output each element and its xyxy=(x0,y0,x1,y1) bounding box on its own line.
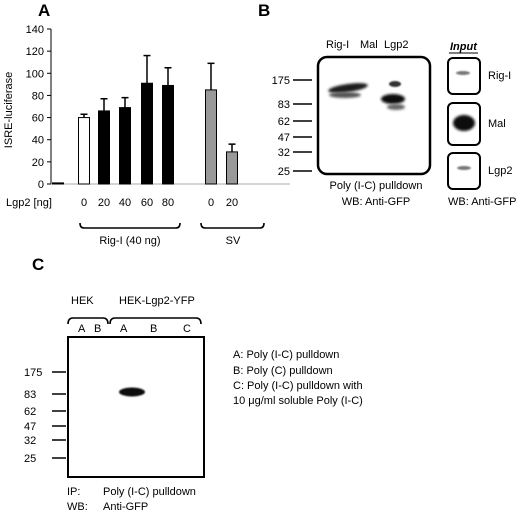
input-band-rig-i xyxy=(456,71,470,75)
legend-c-line-2: B: Poly (C) pulldown xyxy=(233,365,333,377)
marker-ladder-b: 175 83 62 47 32 25 xyxy=(272,75,312,178)
lane-label-rig-i: Rig-I xyxy=(326,39,349,51)
group-label-rig-i: Rig-I (40 ng) xyxy=(99,235,160,247)
lane-c-yfp-b: B xyxy=(150,323,157,335)
ip-label: IP: xyxy=(67,486,80,498)
legend-c-line-1: A: Poly (I-C) pulldown xyxy=(233,349,339,361)
bracket-c-hek xyxy=(67,317,109,325)
group-bracket-sv xyxy=(200,222,265,229)
x-tick-label: 40 xyxy=(119,197,131,209)
band-c-yfp-a xyxy=(119,387,145,397)
marker-b-47: 47 xyxy=(278,132,290,144)
blot-b-bands xyxy=(328,81,405,110)
marker-c-47: 47 xyxy=(24,421,36,433)
y-tick-label: 80 xyxy=(32,90,44,102)
x-tick-label: 20 xyxy=(98,197,110,209)
bracket-c-hek-lgp2 xyxy=(109,317,202,325)
x-tick-label: 20 xyxy=(226,197,238,209)
marker-b-32: 32 xyxy=(278,147,290,159)
lane-c-hek-a: A xyxy=(78,323,86,335)
legend-c-line-4: 10 μg/ml soluble Poly (I-C) xyxy=(233,395,363,407)
bar xyxy=(162,84,174,185)
bar xyxy=(78,117,90,185)
y-tick-label: 120 xyxy=(26,46,44,58)
marker-b-83: 83 xyxy=(278,99,290,111)
group-label-sv: SV xyxy=(226,235,241,247)
y-tick-label: 100 xyxy=(26,68,44,80)
x-tick-label: 60 xyxy=(141,197,153,209)
blot-b-membrane xyxy=(316,55,432,176)
marker-c-175: 175 xyxy=(24,367,42,379)
blot-b-caption-2: WB: Anti-GFP xyxy=(342,196,410,208)
lane-label-lgp2: Lgp2 xyxy=(384,39,408,51)
input-label-mal: Mal xyxy=(488,118,506,130)
lane-c-yfp-c: C xyxy=(183,323,191,335)
marker-ladder-c: 175 83 62 47 32 25 xyxy=(24,367,66,465)
marker-b-62: 62 xyxy=(278,116,290,128)
blot-c-membrane xyxy=(67,336,205,478)
bar xyxy=(52,182,64,185)
input-caption: WB: Anti-GFP xyxy=(448,196,516,208)
x-tick-label: 0 xyxy=(208,197,214,209)
lane-label-mal: Mal xyxy=(360,39,378,51)
bar xyxy=(119,107,131,185)
y-tick-label: 20 xyxy=(32,157,44,169)
input-band-lgp2 xyxy=(457,166,471,170)
band-b-lgp2-lower xyxy=(387,104,405,110)
blot-b-caption-1: Poly (I-C) pulldown xyxy=(330,180,423,192)
wb-label: WB: xyxy=(67,501,88,513)
input-blot-lgp2 xyxy=(447,152,481,190)
group-c-hek-lgp2-yfp: HEK-Lgp2-YFP xyxy=(119,295,195,307)
bar xyxy=(205,89,217,185)
panel-a-letter: A xyxy=(38,1,50,20)
x-tick-label: 0 xyxy=(81,197,87,209)
input-label-lgp2: Lgp2 xyxy=(488,165,512,177)
ip-value: Poly (I-C) pulldown xyxy=(103,486,196,498)
lane-c-yfp-a: A xyxy=(120,323,128,335)
bar xyxy=(141,82,153,185)
input-band-mal xyxy=(453,115,475,131)
marker-b-25: 25 xyxy=(278,166,290,178)
bar xyxy=(226,151,238,185)
y-axis-label: ISRE-luciferase xyxy=(3,72,15,148)
input-blot-rig-i xyxy=(447,57,481,95)
legend-c-line-3: C: Poly (I-C) pulldown with xyxy=(233,380,363,392)
marker-c-62: 62 xyxy=(24,406,36,418)
panel-a-chart: ISRE-luciferase 0 20 40 60 80 100 120 140 Lgp2 … xyxy=(3,24,290,247)
bar xyxy=(98,110,110,185)
marker-c-25: 25 xyxy=(24,453,36,465)
marker-c-83: 83 xyxy=(24,389,36,401)
group-bracket-rig-i xyxy=(79,222,181,229)
y-tick-label: 60 xyxy=(32,113,44,125)
input-title: Input xyxy=(450,41,478,53)
marker-c-32: 32 xyxy=(24,435,36,447)
panel-b-letter: B xyxy=(258,1,270,20)
band-b-rig-i-upper xyxy=(328,83,368,93)
lane-c-hek-b: B xyxy=(94,323,101,335)
input-label-rig-i: Rig-I xyxy=(488,70,511,82)
group-c-hek: HEK xyxy=(71,295,94,307)
wb-value: Anti-GFP xyxy=(103,501,148,513)
band-b-lgp2-main xyxy=(381,94,405,104)
x-axis-label: Lgp2 [ng] xyxy=(6,197,52,209)
y-tick-label: 140 xyxy=(26,24,44,36)
y-tick-label: 0 xyxy=(38,179,44,191)
band-b-lgp2-upper xyxy=(389,81,401,87)
panel-c-letter: C xyxy=(32,255,44,274)
y-tick-label: 40 xyxy=(32,135,44,147)
marker-b-175: 175 xyxy=(272,75,290,87)
band-b-rig-i-lower xyxy=(329,92,361,98)
x-tick-label: 80 xyxy=(162,197,174,209)
